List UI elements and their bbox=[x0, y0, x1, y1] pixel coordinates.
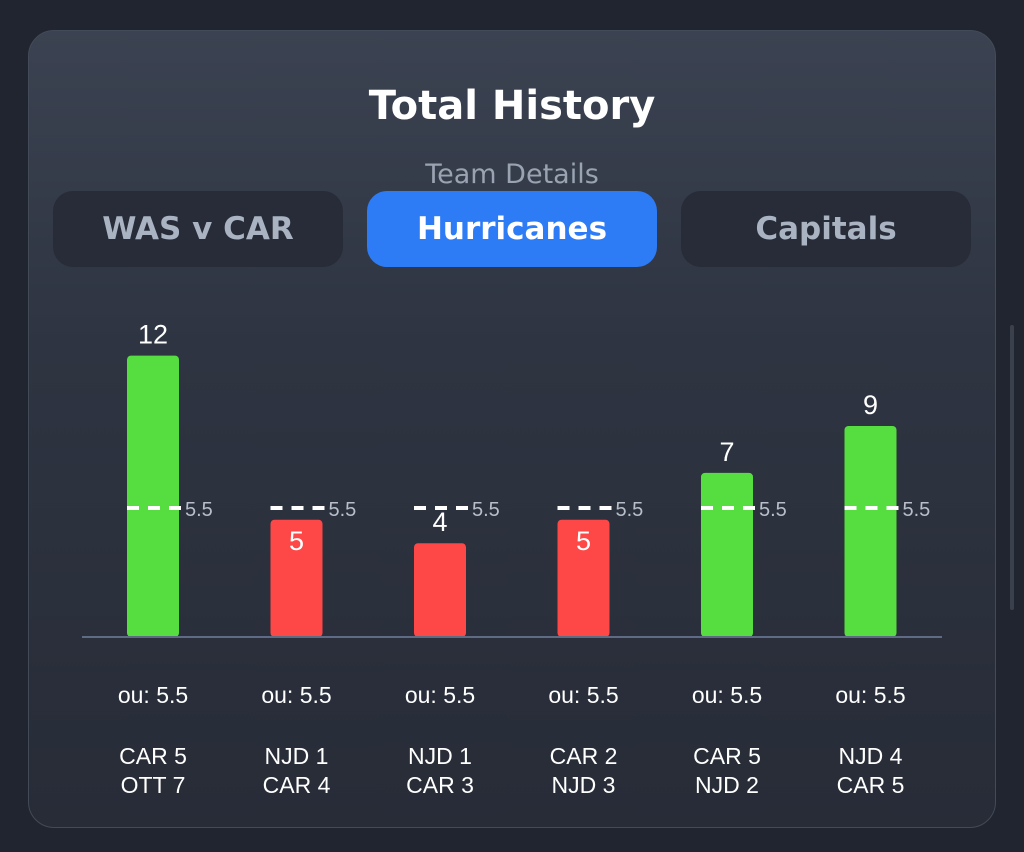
ou-label: ou: 5.5 bbox=[405, 682, 475, 708]
game-score-line1: NJD 4 bbox=[839, 743, 903, 769]
game-score-line2: CAR 5 bbox=[837, 772, 905, 798]
tab-capitals[interactable]: Capitals bbox=[681, 191, 971, 267]
tab-matchup[interactable]: WAS v CAR bbox=[53, 191, 343, 267]
game-score-line1: NJD 1 bbox=[265, 743, 329, 769]
ou-label: ou: 5.5 bbox=[261, 682, 331, 708]
game-score-line2: OTT 7 bbox=[121, 772, 186, 798]
game-score-line2: NJD 3 bbox=[552, 772, 616, 798]
game-score-line2: NJD 2 bbox=[695, 772, 759, 798]
game-score-line2: CAR 4 bbox=[263, 772, 331, 798]
ou-line-label: 5.5 bbox=[185, 499, 213, 521]
bar-value-label: 4 bbox=[432, 507, 447, 537]
bar bbox=[844, 425, 897, 637]
scrollbar[interactable] bbox=[1010, 325, 1014, 610]
ou-label: ou: 5.5 bbox=[835, 682, 905, 708]
game-score-line1: CAR 5 bbox=[119, 743, 187, 769]
game-score-line1: CAR 5 bbox=[693, 743, 761, 769]
ou-line-label: 5.5 bbox=[472, 499, 500, 521]
game-score-line1: CAR 2 bbox=[550, 743, 618, 769]
bar bbox=[701, 472, 753, 637]
bar-value-label: 12 bbox=[138, 320, 168, 350]
card-title: Total History bbox=[368, 83, 656, 129]
total-history-card: Total History Team Details WAS v CAR Hur… bbox=[28, 30, 996, 828]
bar bbox=[557, 519, 610, 637]
ou-line-label: 5.5 bbox=[616, 499, 644, 521]
bar-value-label: 9 bbox=[863, 390, 878, 420]
bar bbox=[270, 519, 323, 637]
bar bbox=[127, 355, 179, 637]
card-subtitle: Team Details bbox=[425, 159, 599, 190]
game-score-line1: NJD 1 bbox=[408, 743, 472, 769]
game-score-line2: CAR 3 bbox=[406, 772, 474, 798]
bar-value-label: 5 bbox=[289, 526, 304, 556]
ou-line-label: 5.5 bbox=[903, 499, 931, 521]
ou-line-label: 5.5 bbox=[329, 499, 357, 521]
ou-label: ou: 5.5 bbox=[118, 682, 188, 708]
bar-value-label: 7 bbox=[719, 437, 734, 467]
bar-value-label: 5 bbox=[576, 526, 591, 556]
ou-label: ou: 5.5 bbox=[548, 682, 618, 708]
ou-line-label: 5.5 bbox=[759, 499, 787, 521]
bar bbox=[414, 543, 466, 637]
ou-label: ou: 5.5 bbox=[692, 682, 762, 708]
tab-hurricanes[interactable]: Hurricanes bbox=[367, 191, 657, 267]
